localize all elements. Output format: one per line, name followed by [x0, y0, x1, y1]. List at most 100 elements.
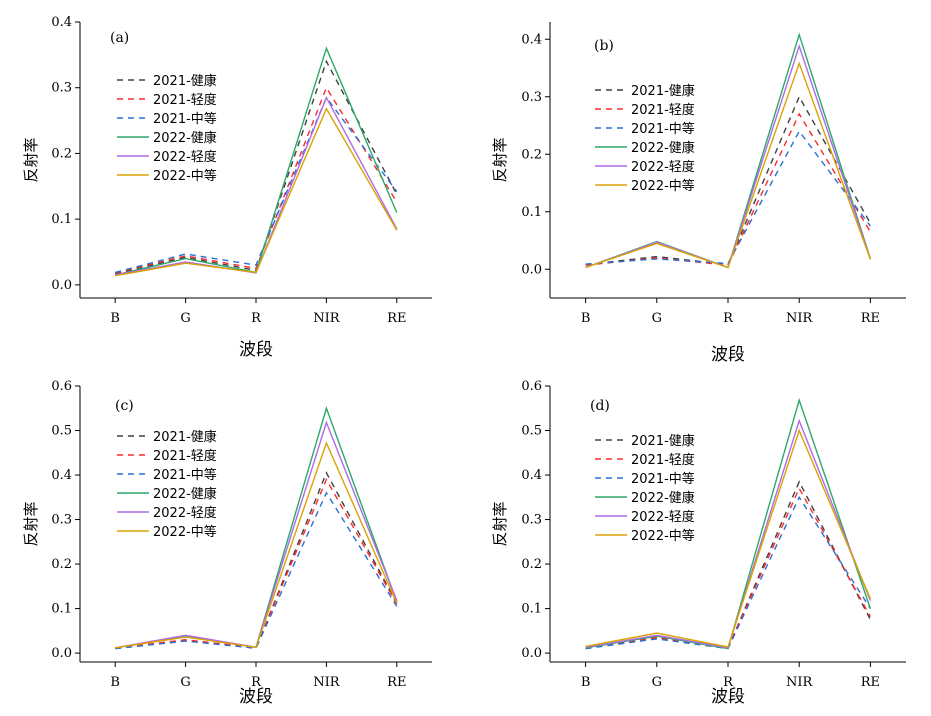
chart-panel-1: 0.0 0.1 0.2 0.3 0.4 B G R NIR RE 波段 反射率 (b) 2021-健康 20… [491, 22, 906, 365]
series-line-2 [585, 495, 871, 650]
legend-entry-label: 2022-健康 [631, 140, 695, 156]
series-line-4 [585, 43, 872, 269]
legend-entry-label: 2022-健康 [153, 130, 217, 146]
x-tick-label: B [581, 311, 591, 326]
y-tick-label: 0.4 [521, 32, 542, 47]
panel-label: (a) [110, 30, 129, 46]
legend-entry-label: 2022-中等 [631, 178, 695, 194]
panel-label: (d) [590, 398, 610, 414]
x-axis-title: 波段 [711, 687, 745, 707]
y-tick-label: 0.1 [521, 602, 542, 617]
x-axis-title: 波段 [239, 687, 273, 707]
x-tick-label: R [251, 675, 262, 690]
series-line-2 [115, 491, 398, 650]
y-tick-label: 0.6 [521, 379, 542, 394]
y-axis-title: 反射率 [22, 137, 40, 182]
legend-entry-label: 2022-轻度 [631, 159, 695, 175]
x-axis-title: 波段 [711, 345, 745, 365]
series-line-1 [115, 86, 398, 274]
legend-entry-label: 2021-健康 [153, 73, 217, 89]
legend-entry-label: 2021-健康 [153, 429, 217, 445]
legend-entry-label: 2022-中等 [153, 168, 217, 184]
legend-entry-label: 2021-轻度 [153, 448, 217, 464]
y-tick-label: 0.3 [521, 90, 542, 105]
legend-entry-label: 2021-中等 [631, 121, 695, 137]
legend-entry-label: 2022-中等 [153, 524, 217, 540]
x-tick-label: B [110, 311, 120, 326]
y-tick-label: 0.5 [51, 424, 72, 439]
series-line-1 [585, 112, 871, 266]
panel-label: (b) [594, 38, 614, 54]
x-axis-title: 波段 [239, 340, 273, 360]
legend-entry-label: 2021-健康 [631, 433, 695, 449]
y-tick-label: 0.1 [51, 602, 72, 617]
legend-entry-label: 2021-健康 [631, 83, 695, 99]
y-tick-label: 0.3 [51, 513, 72, 528]
y-tick-label: 0.3 [521, 513, 542, 528]
series-line-3 [585, 397, 872, 650]
series-line-1 [115, 477, 398, 649]
panel-label: (c) [115, 398, 134, 414]
series-line-5 [115, 441, 398, 649]
x-tick-label: RE [387, 311, 406, 326]
x-tick-label: RE [861, 675, 880, 690]
series-line-0 [585, 480, 872, 650]
legend-entry-label: 2022-中等 [631, 528, 695, 544]
y-tick-label: 0.2 [51, 146, 72, 161]
legend-entry-label: 2022-轻度 [631, 509, 695, 525]
x-tick-label: NIR [786, 675, 814, 690]
x-tick-label: B [110, 675, 120, 690]
y-tick-label: 0.3 [51, 81, 72, 96]
series-line-5 [585, 61, 872, 269]
legend-entry-label: 2021-轻度 [153, 92, 217, 108]
chart-panel-0: 0.0 0.1 0.2 0.3 0.4 B G R NIR RE 波段 反射率 (a) 2021-健康 20… [22, 15, 432, 360]
y-tick-label: 0.6 [51, 379, 72, 394]
series-line-3 [585, 32, 872, 269]
legend-entry-label: 2022-轻度 [153, 505, 217, 521]
y-tick-label: 0.0 [521, 646, 542, 661]
legend-entry-label: 2022-轻度 [153, 149, 217, 165]
x-tick-label: NIR [786, 311, 814, 326]
x-tick-label: RE [387, 675, 406, 690]
legend-entry-label: 2022-健康 [631, 490, 695, 506]
series-line-5 [585, 428, 872, 648]
x-tick-label: B [581, 675, 591, 690]
y-tick-label: 0.4 [521, 468, 542, 483]
y-tick-label: 0.0 [51, 646, 72, 661]
y-tick-label: 0.0 [521, 262, 542, 277]
series-line-2 [115, 96, 398, 274]
series-line-4 [585, 418, 872, 649]
y-tick-label: 0.2 [521, 557, 542, 572]
legend-entry-label: 2021-轻度 [631, 452, 695, 468]
legend-entry-label: 2021-中等 [153, 111, 217, 127]
x-tick-label: G [652, 311, 662, 326]
y-tick-label: 0.5 [521, 424, 542, 439]
y-tick-label: 0.4 [51, 15, 72, 30]
series-line-1 [585, 486, 872, 649]
y-tick-label: 0.2 [521, 147, 542, 162]
x-tick-label: RE [861, 311, 880, 326]
chart-panel-2: 0.0 0.1 0.2 0.3 0.4 0.5 0.6 B G R NIR RE 波段 反射率 (c) 202… [22, 379, 432, 707]
x-tick-label: R [251, 311, 262, 326]
x-tick-label: R [723, 311, 734, 326]
y-tick-label: 0.1 [521, 205, 542, 220]
y-tick-label: 0.4 [51, 468, 72, 483]
legend-entry-label: 2022-健康 [153, 486, 217, 502]
legend-entry-label: 2021-中等 [631, 471, 695, 487]
legend-entry-label: 2021-轻度 [631, 102, 695, 118]
x-tick-label: R [723, 675, 734, 690]
y-tick-label: 0.1 [51, 212, 72, 227]
series-line-5 [115, 107, 398, 277]
y-tick-label: 0.2 [51, 557, 72, 572]
y-axis-title: 反射率 [491, 137, 509, 182]
x-tick-label: NIR [313, 311, 341, 326]
x-tick-label: G [180, 311, 190, 326]
y-axis-title: 反射率 [491, 501, 509, 546]
y-axis-title: 反射率 [22, 501, 40, 546]
series-line-0 [585, 95, 872, 266]
x-tick-label: G [180, 675, 190, 690]
x-tick-label: NIR [313, 675, 341, 690]
y-tick-label: 0.0 [51, 278, 72, 293]
x-tick-label: G [652, 675, 662, 690]
